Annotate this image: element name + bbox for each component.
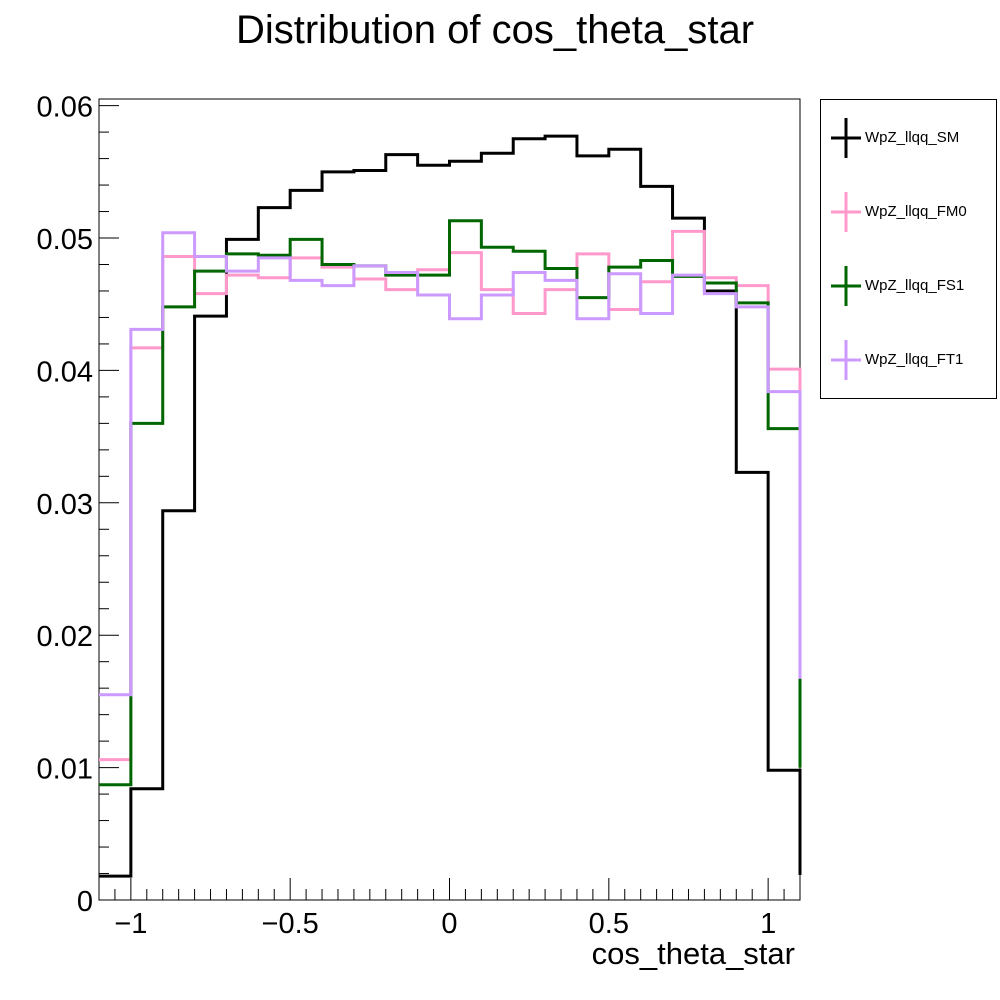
y-tick-label: 0.06 <box>37 92 93 124</box>
chart-title: Distribution of cos_theta_star <box>235 8 755 52</box>
tick-labels: −1 −0.5 0 0.5 1 0 0.01 0.02 0.03 0.04 0.05 0.06 <box>37 92 777 940</box>
legend-label: WpZ_llqq_FS1 <box>865 277 965 294</box>
y-tick-label: 0.05 <box>37 224 93 256</box>
y-tick-label: 0.03 <box>37 489 93 521</box>
x-tick-label: 1 <box>760 908 776 940</box>
x-tick-label: 0 <box>441 908 457 940</box>
legend-marker <box>831 192 861 232</box>
y-tick-label: 0.01 <box>37 754 93 786</box>
legend: WpZ_llqq_SM WpZ_llqq_FM0 WpZ_llqq_FS1 WpZ_l… <box>820 99 997 399</box>
x-tick-label: 0.5 <box>589 908 629 940</box>
x-axis-label: cos_theta_star <box>591 936 795 971</box>
legend-marker <box>831 340 861 380</box>
x-tick-label: −1 <box>114 908 147 940</box>
legend-label: WpZ_llqq_FM0 <box>865 203 967 220</box>
legend-entry: WpZ_llqq_FM0 <box>821 192 998 232</box>
legend-entry: WpZ_llqq_SM <box>821 118 998 158</box>
series-layer <box>99 134 802 878</box>
legend-entry: WpZ_llqq_FS1 <box>821 266 998 306</box>
legend-label: WpZ_llqq_FT1 <box>865 351 964 368</box>
legend-entry: WpZ_llqq_FT1 <box>821 340 998 380</box>
legend-marker <box>831 266 861 306</box>
legend-label: WpZ_llqq_SM <box>865 129 960 146</box>
y-tick-label: 0.02 <box>37 621 93 653</box>
y-tick-label: 0.04 <box>37 356 93 388</box>
x-tick-label: −0.5 <box>262 908 319 940</box>
legend-marker <box>831 118 861 158</box>
y-tick-label: 0 <box>77 886 93 918</box>
series-line-WpZ_llqq_FT1 <box>99 231 802 697</box>
